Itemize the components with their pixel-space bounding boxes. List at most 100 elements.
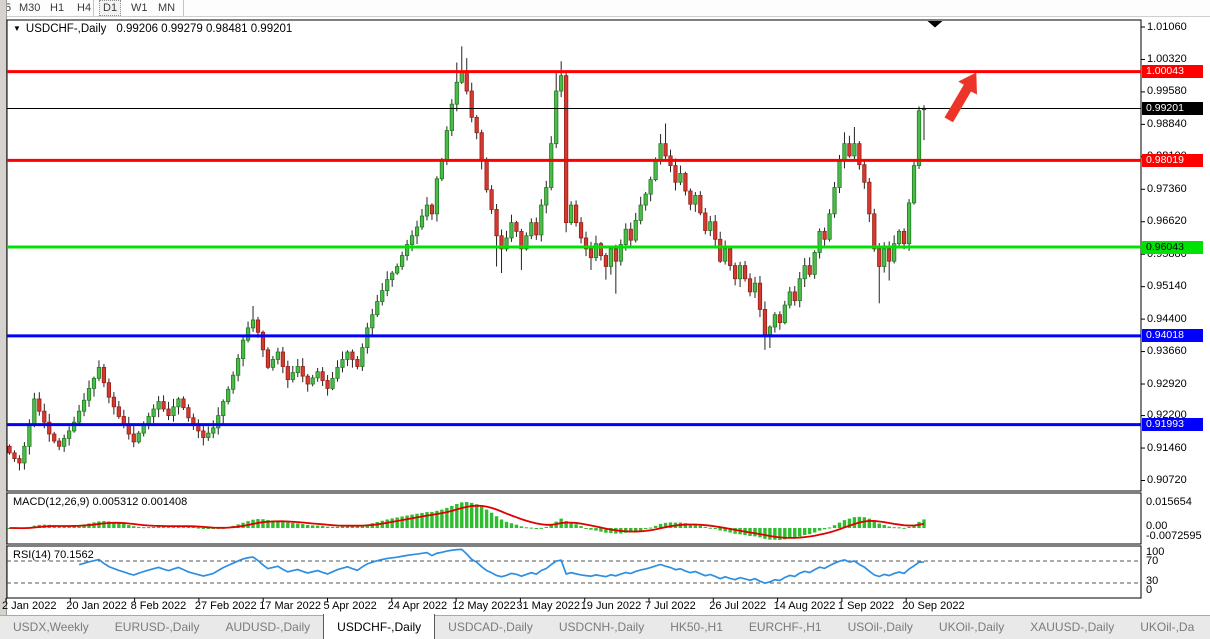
candle-up: [236, 358, 241, 376]
macd-histogram-bar: [310, 525, 315, 528]
candle-up: [151, 408, 156, 417]
rsi-axis-label: 70: [1146, 555, 1159, 567]
timeframe-button-5[interactable]: 5: [5, 2, 12, 14]
macd-histogram-bar: [102, 521, 106, 528]
date-axis-label: 14 Aug 2022: [773, 600, 836, 612]
price-axis-label: 0.94400: [1147, 312, 1187, 325]
candle-down: [499, 235, 504, 250]
price-axis-label: 0.92920: [1147, 377, 1187, 390]
macd-histogram-bar: [589, 528, 593, 530]
candle-down: [325, 380, 330, 389]
candle-up: [404, 244, 410, 256]
candle-down: [613, 248, 618, 262]
candle-down: [688, 190, 693, 205]
chart-tab-ukoil-daily[interactable]: UKOil-,Daily: [938, 620, 1005, 634]
chart-tab-usoil-daily[interactable]: USOil-,Daily: [847, 620, 913, 634]
candle-up: [211, 427, 216, 434]
date-axis-label: 2 Jan 2022: [2, 600, 57, 612]
macd-histogram-bar: [629, 528, 633, 533]
candle-up: [837, 160, 842, 188]
candle-up: [91, 377, 97, 389]
macd-histogram-bar: [504, 521, 509, 528]
chart-tab-audusd-daily[interactable]: AUDUSD-,Daily: [225, 620, 311, 634]
macd-histogram-bar: [812, 528, 817, 533]
timeframe-button-w1[interactable]: W1: [131, 2, 148, 14]
macd-histogram-bar: [440, 509, 444, 528]
macd-histogram-bar: [827, 527, 832, 529]
macd-histogram-bar: [783, 528, 787, 540]
symbol-dropdown-icon[interactable]: ▼: [13, 24, 21, 33]
candle-up: [72, 421, 77, 432]
macd-histogram-bar: [146, 527, 151, 529]
candle-up: [360, 347, 365, 367]
macd-histogram-bar: [793, 528, 797, 538]
rsi-axis-label: 100: [1146, 546, 1165, 558]
macd-histogram-bar: [609, 528, 613, 534]
macd-histogram-bar: [544, 526, 548, 528]
macd-histogram-bar: [301, 524, 305, 528]
candle-up: [802, 265, 807, 280]
candle-down: [887, 248, 892, 262]
macd-histogram-bar: [549, 524, 553, 528]
timeframe-button-h4[interactable]: H4: [77, 2, 92, 14]
timeframe-button-m30[interactable]: M30: [19, 2, 41, 14]
up-trend-arrow[interactable]: [944, 72, 978, 123]
macd-histogram-bar: [465, 502, 469, 528]
candle-down: [429, 204, 435, 215]
candle-up: [231, 374, 236, 390]
macd-histogram-bar: [584, 527, 588, 529]
date-axis-label: 12 May 2022: [452, 600, 516, 612]
macd-histogram-bar: [758, 528, 762, 538]
macd-histogram-bar: [281, 521, 285, 528]
candle-up: [409, 235, 415, 245]
candle-up: [240, 339, 246, 359]
candle-down: [300, 366, 305, 377]
macd-histogram-bar: [892, 527, 896, 529]
macd-histogram-bar: [713, 528, 717, 529]
candle-up: [708, 221, 713, 231]
chart-tab-xauusd-daily[interactable]: XAUUSD-,Daily: [1030, 620, 1115, 634]
chart-tab-usdx-weekly[interactable]: USDX,Weekly: [13, 620, 89, 634]
macd-histogram-bar: [286, 522, 290, 528]
timeframe-button-h1[interactable]: H1: [50, 2, 65, 14]
macd-histogram-bar: [882, 524, 886, 528]
macd-histogram-bar: [499, 519, 504, 528]
candle-up: [156, 401, 161, 410]
timeframe-button-mn[interactable]: MN: [158, 2, 176, 14]
chart-title[interactable]: ▼ USDCHF-,Daily 0.99206 0.99279 0.98481 0.…: [13, 23, 292, 35]
candle-up: [250, 319, 256, 329]
macd-histogram-bar: [405, 515, 409, 528]
candle-up: [270, 359, 276, 368]
candle-up: [554, 90, 559, 145]
chart-tab-usdchf-daily[interactable]: USDCHF-,Daily: [323, 614, 436, 639]
candle-down: [583, 237, 589, 250]
macd-histogram-bar: [594, 528, 598, 531]
chart-tab-usdcnh-daily[interactable]: USDCNH-,Daily: [558, 620, 645, 634]
candle-up: [832, 187, 837, 215]
chart-symbol: USDCHF-,Daily: [25, 23, 107, 35]
price-axis-label: 0.98840: [1147, 117, 1187, 130]
candle-up: [340, 359, 345, 368]
macd-histogram-bar: [201, 528, 206, 529]
candle-up: [434, 178, 440, 215]
macd-histogram-bar: [668, 522, 673, 528]
candle-up: [380, 290, 385, 302]
macd-histogram-bar: [569, 522, 573, 528]
macd-histogram-bar: [211, 528, 215, 529]
candle-down: [494, 209, 499, 237]
chart-shift-marker-icon[interactable]: [927, 21, 943, 28]
macd-histogram-bar: [599, 528, 603, 532]
candle-up: [375, 301, 380, 316]
chart-tab-ukoil-da[interactable]: UKOil-,Da: [1140, 620, 1195, 634]
timeframe-button-d1[interactable]: D1: [99, 0, 122, 16]
candle-down: [742, 265, 748, 280]
candle-up: [782, 304, 787, 324]
chart-tab-eurusd-daily[interactable]: EURUSD-,Daily: [114, 620, 200, 634]
candle-up: [310, 377, 315, 385]
chart-tab-usdcad-daily[interactable]: USDCAD-,Daily: [448, 620, 533, 634]
chart-tab-hk50-h1[interactable]: HK50-,H1: [670, 620, 723, 634]
chart-tab-eurchf-h1[interactable]: EURCHF-,H1: [748, 620, 822, 634]
candle-up: [96, 366, 102, 379]
macd-histogram-bar: [315, 525, 320, 528]
